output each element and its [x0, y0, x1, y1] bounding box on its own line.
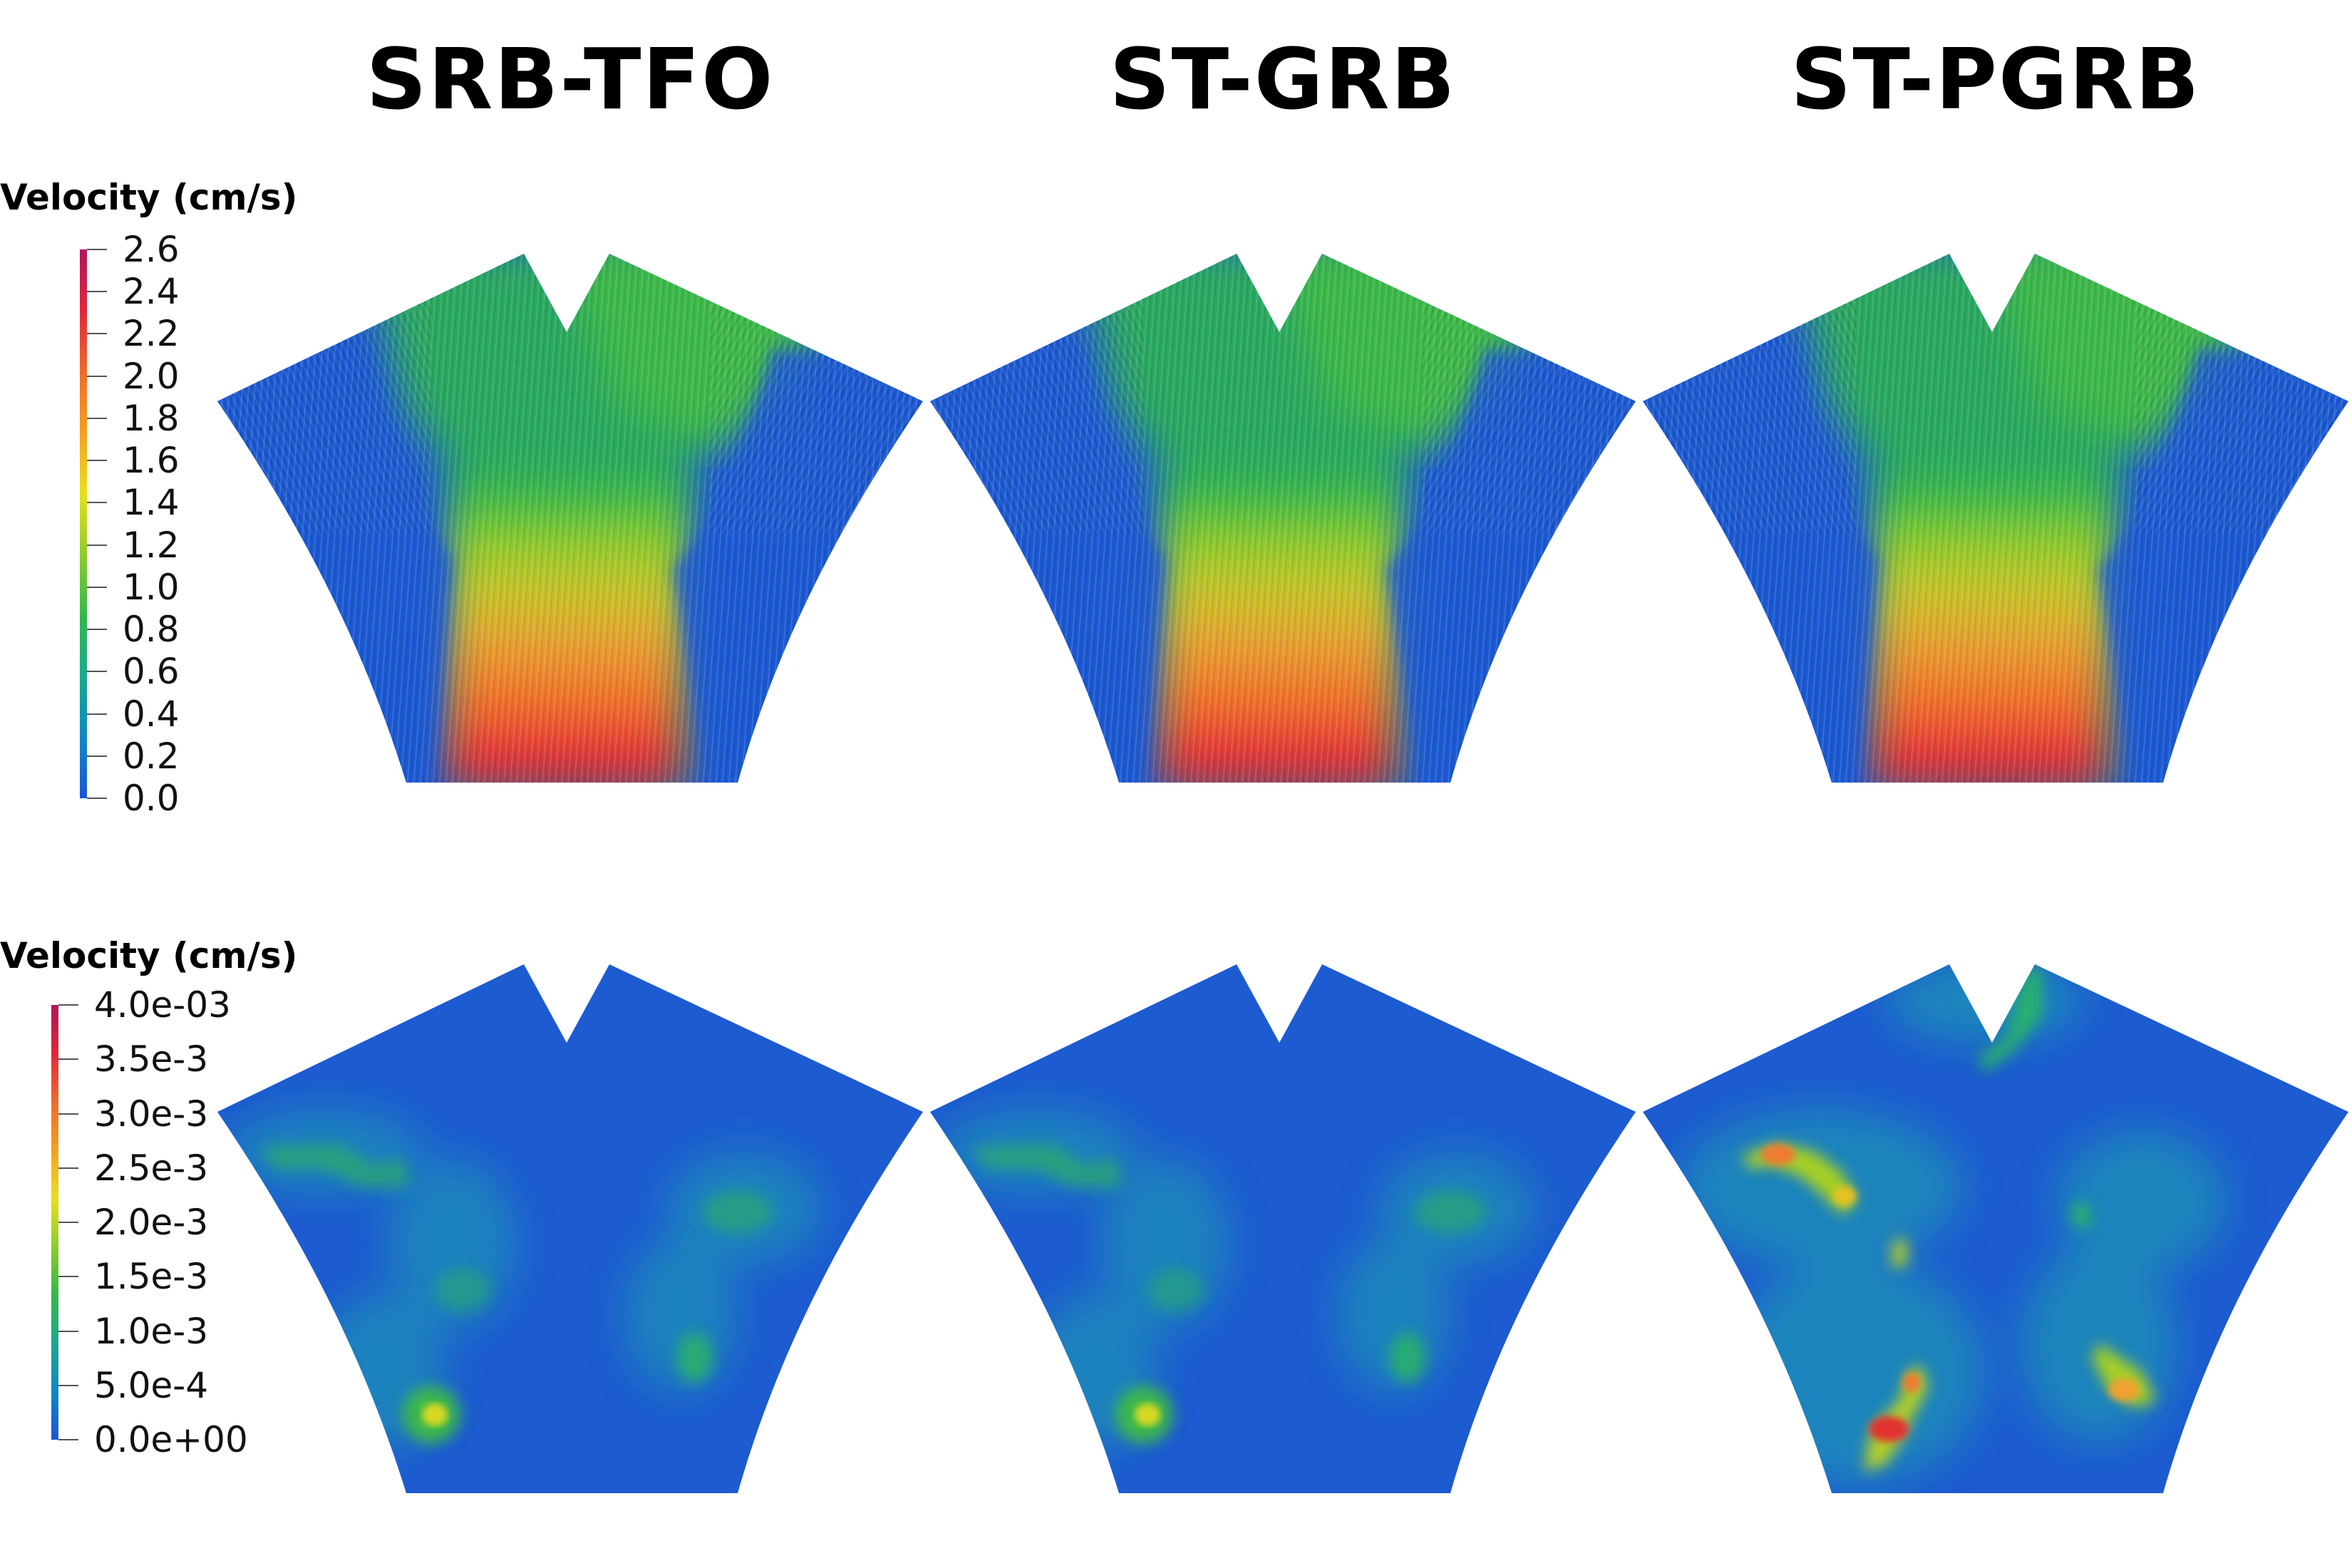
colorbar-tick-label: 0.8: [123, 609, 180, 651]
colorbar-gradient: [80, 249, 87, 798]
column-title-st-pgrb: ST-PGRB: [1790, 30, 2201, 128]
colorbar-tick: [87, 291, 107, 293]
colorbar-tick-label: 2.2: [123, 313, 180, 355]
colorbar-tick-label: 0.0: [123, 778, 180, 819]
colorbar-tick: [58, 1330, 78, 1332]
colorbar-tick-label: 0.6: [123, 651, 180, 693]
colorbar-tick: [58, 1222, 78, 1223]
velocity-error-legend-title-bottom: Velocity (cm/s): [0, 935, 298, 976]
colorbar-tick-label: 1.5e-3: [94, 1256, 209, 1298]
colorbar-tick: [87, 502, 107, 504]
colorbar-tick: [87, 798, 107, 799]
velocity-error-field-st-grb: [930, 964, 1636, 1493]
velocity-legend-title-top: Velocity (cm/s): [0, 177, 298, 218]
colorbar-tick: [58, 1384, 78, 1386]
colorbar-tick: [58, 1167, 78, 1169]
column-title-srb-tfo: SRB-TFO: [366, 30, 775, 128]
colorbar-tick-label: 3.0e-3: [94, 1093, 209, 1135]
colorbar-tick-label: 1.0: [123, 566, 180, 608]
colorbar-tick: [87, 671, 107, 673]
colorbar-tick-label: 3.5e-3: [94, 1038, 209, 1080]
velocity-field-st-grb: [930, 254, 1636, 783]
colorbar-tick-label: 2.4: [123, 271, 180, 313]
colorbar-tick-label: 2.0: [123, 355, 180, 397]
velocity-error-field-srb-tfo: [217, 964, 923, 1493]
colorbar-tick-label: 1.0e-3: [94, 1310, 209, 1352]
colorbar-tick: [87, 417, 107, 419]
colorbar-tick-label: 0.0e+00: [94, 1419, 248, 1460]
column-title-st-grb: ST-GRB: [1109, 30, 1457, 128]
colorbar-tick-label: 1.6: [123, 440, 180, 482]
colorbar-tick-label: 2.6: [123, 229, 180, 270]
colorbar-tick-label: 1.2: [123, 524, 180, 566]
colorbar-tick-label: 2.0e-3: [94, 1202, 209, 1243]
colorbar-tick: [87, 713, 107, 715]
colorbar-gradient: [51, 1005, 58, 1440]
colorbar-tick: [58, 1058, 78, 1061]
colorbar-tick-label: 5.0e-4: [94, 1364, 209, 1406]
velocity-field-st-pgrb: [1643, 254, 2348, 783]
velocity-error-field-st-pgrb: [1643, 964, 2348, 1493]
colorbar-tick-label: 1.8: [123, 397, 180, 439]
velocity-field-srb-tfo: [217, 254, 923, 783]
colorbar-tick: [58, 1113, 78, 1115]
colorbar-tick: [87, 544, 107, 546]
colorbar-tick: [87, 333, 107, 335]
colorbar-tick: [87, 755, 107, 757]
colorbar-tick-label: 2.5e-3: [94, 1147, 209, 1189]
colorbar-tick-label: 0.2: [123, 735, 180, 777]
colorbar-tick: [87, 586, 107, 588]
colorbar-tick: [87, 249, 107, 250]
colorbar-tick: [87, 460, 107, 462]
colorbar-tick-label: 4.0e-03: [94, 984, 231, 1026]
colorbar-tick: [58, 1004, 78, 1006]
colorbar-tick-label: 1.4: [123, 482, 180, 524]
colorbar-tick: [58, 1276, 78, 1278]
colorbar-tick: [87, 629, 107, 631]
colorbar-tick-label: 0.4: [123, 693, 180, 735]
colorbar-tick: [87, 375, 107, 377]
colorbar-tick: [58, 1439, 78, 1440]
